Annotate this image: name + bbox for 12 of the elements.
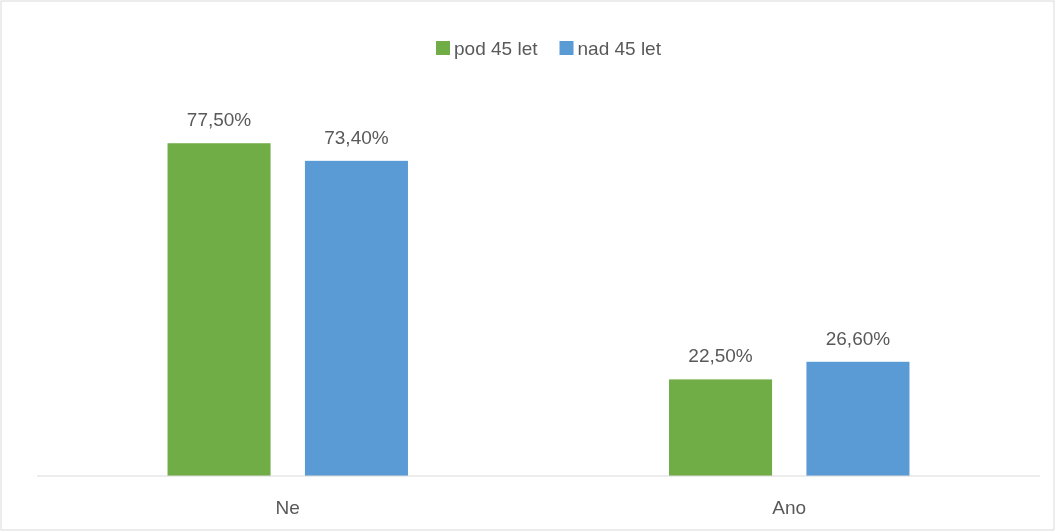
bar	[669, 379, 773, 476]
data-label: 26,60%	[825, 327, 891, 349]
legend-label: pod 45 let	[454, 38, 539, 59]
legend-label: nad 45 let	[577, 38, 662, 59]
x-tick-label: Ano	[772, 497, 807, 518]
data-label: 22,50%	[688, 345, 753, 367]
bar	[806, 361, 910, 476]
bar	[167, 143, 271, 476]
x-tick-label: Ne	[275, 497, 300, 518]
bar	[304, 160, 408, 476]
data-label: 73,40%	[324, 126, 389, 148]
data-label: 77,50%	[186, 109, 252, 131]
